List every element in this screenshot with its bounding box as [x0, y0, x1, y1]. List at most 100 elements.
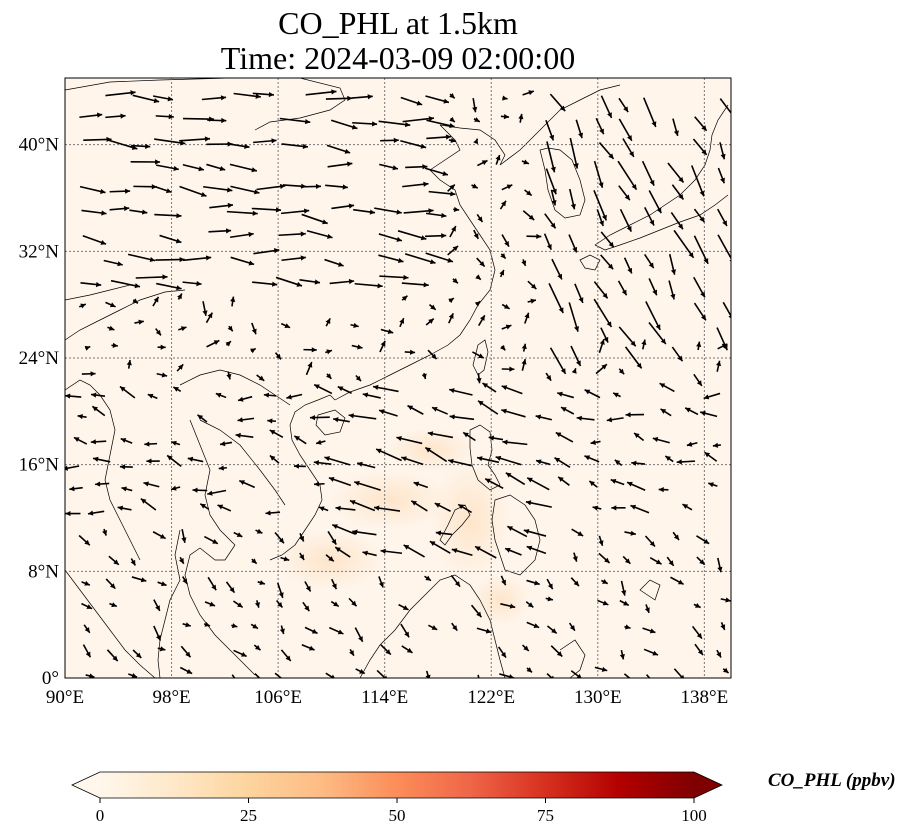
- wind-vector: [105, 113, 126, 119]
- wind-vector: [396, 436, 423, 445]
- wind-vector: [426, 119, 455, 129]
- wind-vector: [207, 117, 227, 124]
- wind-vector: [557, 476, 570, 486]
- wind-vector: [132, 94, 160, 104]
- wind-vector: [378, 409, 398, 417]
- wind-vector: [401, 295, 408, 301]
- wind-vector: [182, 255, 212, 262]
- wind-vector: [103, 259, 123, 267]
- wind-vector: [521, 644, 530, 652]
- wind-vector: [330, 600, 340, 608]
- wind-vector: [527, 298, 537, 304]
- wind-vector: [548, 283, 564, 314]
- wind-vector: [65, 393, 82, 399]
- wind-vector: [426, 134, 452, 140]
- wind-vector: [593, 160, 604, 188]
- wind-vector: [269, 454, 280, 464]
- wind-vector: [92, 456, 111, 463]
- wind-vector: [570, 577, 580, 587]
- wind-vector: [593, 281, 609, 299]
- wind-vector: [435, 530, 452, 536]
- wind-vector: [73, 436, 88, 445]
- wind-vector: [349, 499, 376, 512]
- wind-vector: [232, 600, 244, 609]
- wind-vector: [600, 254, 614, 270]
- wind-vector: [134, 319, 144, 325]
- wind-vector: [219, 441, 233, 447]
- wind-vector: [507, 525, 528, 538]
- colorbar-tick-label: 25: [240, 806, 257, 825]
- lat-tick-label: 32°N: [19, 241, 60, 262]
- colorbar-tick-labels: 0 25 50 75 100: [96, 798, 707, 825]
- wind-vector: [631, 460, 646, 466]
- wind-vector: [400, 96, 423, 106]
- wind-vector: [257, 580, 266, 586]
- wind-vector: [425, 95, 450, 104]
- wind-vector: [293, 463, 306, 469]
- wind-vector: [403, 208, 434, 214]
- wind-vector: [105, 578, 116, 590]
- colorbar-tick-label: 0: [96, 806, 105, 825]
- wind-vector: [720, 622, 726, 631]
- wind-vector: [331, 578, 338, 590]
- wind-vector: [572, 552, 578, 562]
- wind-vector: [153, 599, 161, 612]
- wind-vector: [131, 576, 147, 583]
- wind-vector: [431, 406, 448, 415]
- wind-vector: [182, 576, 188, 585]
- wind-vector: [238, 479, 256, 489]
- wind-vector: [693, 373, 703, 387]
- wind-vector: [79, 185, 106, 194]
- wind-vector: [670, 576, 684, 585]
- wind-vector: [694, 116, 708, 132]
- wind-vector: [501, 408, 526, 418]
- wind-vector: [642, 627, 656, 634]
- wind-vector: [81, 602, 93, 610]
- map-frame: [64, 77, 732, 679]
- wind-vector: [622, 138, 635, 158]
- wind-vector: [694, 643, 704, 656]
- wind-vector: [404, 349, 416, 355]
- wind-vector: [554, 457, 571, 468]
- wind-vector: [276, 582, 284, 599]
- wind-vector: [593, 189, 608, 221]
- wind-vector: [448, 137, 457, 143]
- wind-vector: [281, 208, 310, 215]
- colorbar-max-extension: [694, 772, 722, 798]
- wind-vector: [154, 213, 182, 219]
- wind-vector: [690, 165, 705, 197]
- wind-vector: [649, 557, 662, 565]
- wind-vector: [708, 482, 718, 488]
- wind-vector: [691, 625, 703, 640]
- wind-vector: [325, 554, 335, 562]
- wind-vector: [154, 185, 172, 194]
- wind-vector: [327, 530, 337, 546]
- wind-vector: [269, 429, 284, 438]
- wind-vector: [109, 205, 130, 212]
- wind-vector: [182, 281, 202, 287]
- wind-vector: [157, 344, 166, 350]
- wind-vector: [524, 189, 533, 197]
- wind-vector: [600, 95, 613, 119]
- wind-vector: [478, 314, 486, 327]
- wind-vector: [670, 211, 684, 230]
- wind-vector: [617, 160, 638, 191]
- wind-vector: [152, 95, 174, 102]
- wind-vector: [407, 404, 424, 415]
- wind-vector: [401, 456, 424, 466]
- wind-vector: [355, 668, 366, 675]
- wind-vector: [306, 229, 333, 239]
- wind-vector: [280, 556, 290, 562]
- wind-vector: [329, 626, 344, 635]
- wind-vector: [143, 481, 160, 488]
- wind-vector: [374, 207, 402, 215]
- wind-vector: [522, 90, 535, 96]
- wind-vector: [109, 188, 131, 194]
- wind-vector: [448, 458, 472, 467]
- wind-vector: [584, 389, 601, 399]
- wind-vector: [157, 646, 166, 652]
- wind-vector: [348, 413, 377, 420]
- wind-vector: [378, 120, 411, 128]
- wind-vector: [525, 500, 552, 508]
- wind-vector: [526, 545, 547, 555]
